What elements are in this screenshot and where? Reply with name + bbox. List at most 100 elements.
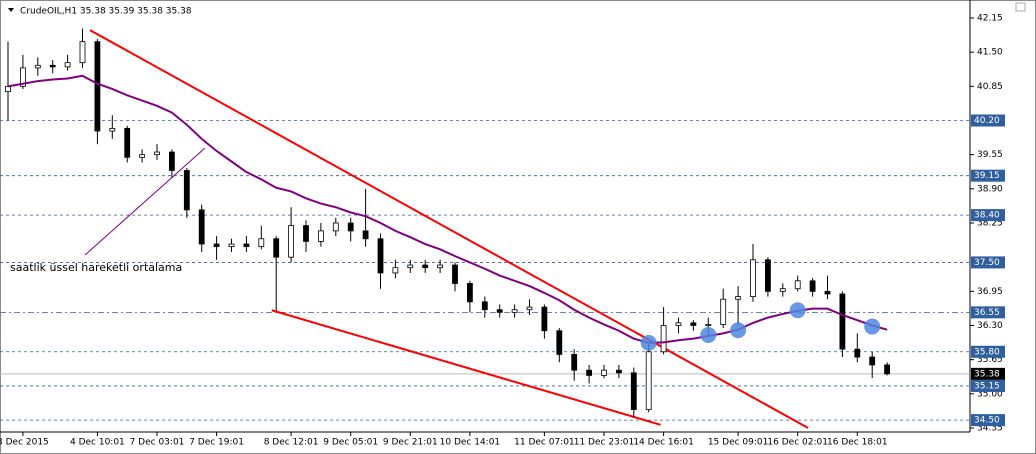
- candle-body: [720, 298, 727, 325]
- candle-body: [601, 369, 607, 376]
- y-tick-label: 42.15: [977, 14, 1003, 24]
- annotation: saatlik üssel hareketli ortalama: [10, 261, 182, 274]
- x-tick-label: 14 Dec 16:01: [633, 438, 694, 448]
- x-tick-label: 10 Dec 14:01: [440, 438, 501, 448]
- level-label: 35.80: [974, 347, 1000, 357]
- candle-body: [332, 222, 339, 232]
- candle-body: [765, 259, 771, 292]
- marker: [730, 322, 747, 339]
- level-label: 34.50: [974, 416, 1000, 426]
- candle-body: [124, 127, 131, 158]
- candle-body: [288, 225, 295, 258]
- candle-body: [869, 356, 876, 366]
- candle-body: [64, 62, 71, 68]
- candle-body: [645, 351, 652, 411]
- candle-body: [750, 259, 756, 297]
- candle-body: [109, 127, 116, 132]
- level-label-box: [971, 209, 1005, 222]
- y-tick-label: 40.85: [977, 82, 1003, 92]
- candle-body: [735, 296, 741, 300]
- candle-body: [511, 309, 518, 313]
- x-tick-label: 9 Dec 05:01: [323, 438, 378, 448]
- annotation-arrow: [84, 147, 206, 256]
- candle-body: [273, 238, 280, 258]
- chart-title: CrudeOIL,H1 35.38 35.39 35.38 35.38: [20, 7, 192, 17]
- level-label-box: [971, 169, 1005, 182]
- level-label: 37.50: [974, 258, 1000, 268]
- candle-body: [168, 151, 175, 171]
- level-label-box: [971, 414, 1005, 427]
- window-button[interactable]: [1015, 2, 1026, 12]
- current-price-box: [971, 367, 1005, 380]
- x-tick-label: 15 Dec 09:01: [708, 438, 769, 448]
- candle-body: [437, 264, 444, 269]
- candle-body: [317, 230, 324, 242]
- candle-body: [616, 369, 622, 374]
- plot-area: [0, 28, 970, 429]
- x-tick-label: 9 Dec 21:01: [383, 438, 438, 448]
- candle-body: [839, 293, 846, 350]
- candle-body: [422, 264, 429, 269]
- candle-body: [362, 230, 369, 240]
- marker: [640, 334, 657, 351]
- candle-body: [213, 243, 220, 248]
- x-tick-label: 11 Dec 07:01: [514, 438, 575, 448]
- candle-body: [690, 322, 697, 326]
- candle-body: [794, 280, 801, 290]
- trendline: [271, 309, 661, 426]
- x-tick-label: 7 Dec 03:01: [130, 438, 185, 448]
- marker: [789, 302, 806, 319]
- candle-body: [228, 243, 235, 248]
- x-tick-label: 16 Dec 02:01: [767, 438, 828, 448]
- y-tick-label: 35.65: [977, 355, 1003, 365]
- marker: [700, 326, 717, 343]
- y-tick-label: 36.95: [977, 287, 1003, 297]
- candle-body: [407, 264, 414, 269]
- level-label: 35.15: [974, 381, 1000, 391]
- menu-triangle[interactable]: [8, 8, 14, 12]
- candle-body: [198, 209, 205, 245]
- candle-body: [154, 151, 160, 156]
- candle-body: [630, 372, 637, 411]
- candle-body: [660, 325, 667, 353]
- candle-body: [705, 324, 712, 326]
- x-tick-label: 3 Dec 2015: [0, 438, 49, 448]
- candle-body: [884, 364, 890, 375]
- candle-body: [243, 243, 250, 248]
- candle-body: [347, 222, 354, 232]
- x-tick-label: 11 Dec 23:01: [574, 438, 635, 448]
- level-label-box: [971, 379, 1005, 392]
- candle-body: [19, 67, 26, 87]
- candle-body: [258, 238, 265, 248]
- candle-body: [183, 170, 190, 211]
- y-tick-label: 34.35: [977, 424, 1003, 434]
- candle-body: [496, 309, 503, 313]
- candle-body: [809, 280, 816, 292]
- candle-body: [466, 283, 473, 303]
- candle-body: [824, 290, 831, 295]
- candle-body: [541, 306, 548, 332]
- x-tick-label: 8 Dec 12:01: [264, 438, 319, 448]
- x-tick-label: 16 Dec 18:01: [827, 438, 888, 448]
- level-label: 39.15: [974, 171, 1000, 181]
- candle-body: [392, 267, 399, 274]
- y-tick-label: 35.00: [977, 389, 1003, 399]
- y-tick-label: 36.30: [977, 321, 1003, 331]
- y-tick-label: 41.50: [977, 48, 1003, 58]
- candle-body: [526, 306, 533, 311]
- level-label: 36.55: [974, 308, 1000, 318]
- candle-body: [5, 85, 11, 92]
- candle-body: [586, 369, 592, 376]
- marker: [864, 318, 881, 335]
- candle-body: [556, 330, 563, 355]
- y-tick-label: 38.90: [977, 184, 1003, 194]
- y-tick-label: 38.25: [977, 219, 1003, 229]
- trendline: [89, 29, 809, 429]
- level-label: 40.20: [974, 116, 1000, 126]
- candle-body: [481, 301, 488, 311]
- level-label-box: [971, 256, 1005, 269]
- candle-body: [779, 288, 786, 292]
- candle-body: [675, 322, 682, 326]
- candle-body: [452, 264, 458, 284]
- x-tick-label: 4 Dec 10:01: [70, 438, 125, 448]
